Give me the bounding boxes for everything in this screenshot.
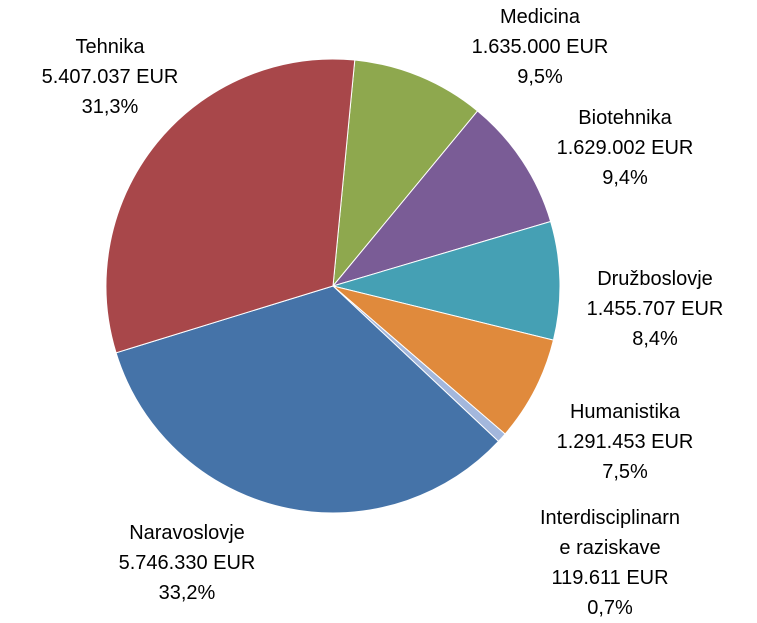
share-label: 0,7% bbox=[587, 597, 633, 619]
category-label: Humanistika bbox=[569, 401, 681, 423]
data-label: Naravoslovje 5.746.330 EUR 33,2% bbox=[119, 518, 256, 608]
pie-slice bbox=[331, 220, 561, 341]
data-label: Humanistika 1.291.453 EUR 7,5% bbox=[557, 397, 694, 487]
share-label: 33,2% bbox=[158, 582, 216, 604]
category-label: Biotehnika bbox=[578, 107, 672, 129]
pie-slice bbox=[331, 110, 552, 287]
category-label: Tehnika bbox=[75, 36, 145, 58]
category-label: Medicina bbox=[499, 6, 581, 28]
value-label: 5.746.330 EUR bbox=[118, 552, 256, 574]
pie-slice bbox=[115, 285, 500, 514]
pie-slice bbox=[332, 59, 479, 288]
value-label: 1.629.002 EUR bbox=[556, 137, 694, 159]
share-label: 31,3% bbox=[81, 96, 139, 118]
data-label: Interdisciplinarne raziskave 119.611 EUR 0… bbox=[535, 503, 685, 623]
share-label: 8,4% bbox=[632, 328, 678, 350]
value-label: 5.407.037 EUR bbox=[41, 66, 179, 88]
share-label: 9,5% bbox=[517, 66, 563, 88]
value-label: 1.291.453 EUR bbox=[556, 431, 694, 453]
pie-slice bbox=[105, 58, 356, 354]
category-label: Družboslovje bbox=[597, 268, 713, 290]
share-label: 7,5% bbox=[602, 461, 648, 483]
data-label: Medicina 1.635.000 EUR 9,5% bbox=[472, 2, 609, 92]
data-label: Družboslovje 1.455.707 EUR 8,4% bbox=[587, 264, 724, 354]
value-label: 1.635.000 EUR bbox=[471, 36, 609, 58]
value-label: 1.455.707 EUR bbox=[586, 298, 724, 320]
data-label: Biotehnika 1.629.002 EUR 9,4% bbox=[557, 103, 694, 193]
category-label: Interdisciplinarne raziskave bbox=[539, 507, 681, 559]
pie-slice bbox=[332, 285, 555, 435]
category-label: Naravoslovje bbox=[129, 522, 245, 544]
value-label: 119.611 EUR bbox=[551, 567, 669, 589]
share-label: 9,4% bbox=[602, 167, 648, 189]
data-label: Tehnika 5.407.037 EUR 31,3% bbox=[42, 32, 179, 122]
